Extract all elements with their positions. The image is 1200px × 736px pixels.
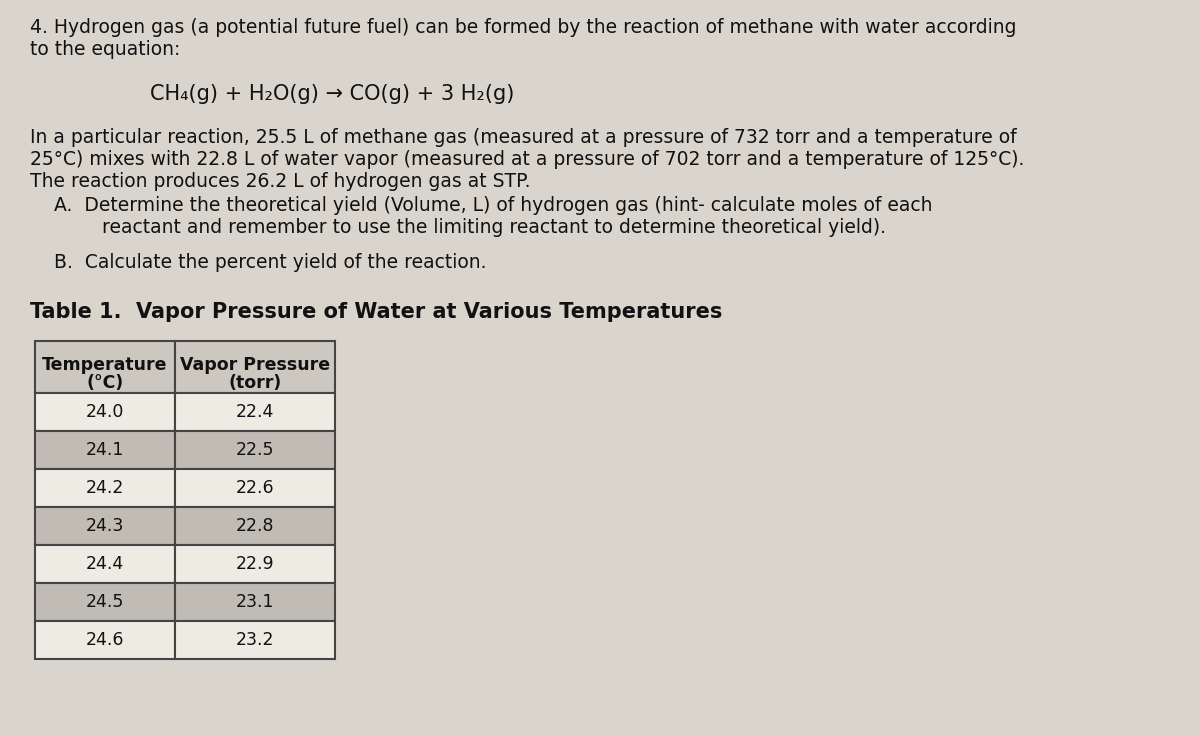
Text: A.  Determine the theoretical yield (Volume, L) of hydrogen gas (hint- calculate: A. Determine the theoretical yield (Volu… xyxy=(30,197,932,215)
Bar xyxy=(175,394,335,431)
Text: (torr): (torr) xyxy=(228,374,282,392)
Text: 24.0: 24.0 xyxy=(86,403,124,422)
Text: 24.4: 24.4 xyxy=(86,556,124,573)
Bar xyxy=(35,584,175,621)
Bar xyxy=(175,545,335,584)
Text: 22.6: 22.6 xyxy=(235,479,275,498)
Text: 22.5: 22.5 xyxy=(235,442,275,459)
Bar xyxy=(35,431,175,470)
Bar xyxy=(35,621,175,659)
Text: 23.1: 23.1 xyxy=(235,593,275,612)
Text: Table 1.  Vapor Pressure of Water at Various Temperatures: Table 1. Vapor Pressure of Water at Vari… xyxy=(30,302,722,322)
Text: 24.6: 24.6 xyxy=(85,631,125,649)
Bar xyxy=(35,470,175,507)
Text: to the equation:: to the equation: xyxy=(30,40,180,59)
Text: 22.9: 22.9 xyxy=(235,556,275,573)
Text: 22.8: 22.8 xyxy=(235,517,275,535)
Text: 24.3: 24.3 xyxy=(86,517,124,535)
Text: 24.5: 24.5 xyxy=(86,593,124,612)
Bar xyxy=(175,621,335,659)
Text: 25°C) mixes with 22.8 L of water vapor (measured at a pressure of 702 torr and a: 25°C) mixes with 22.8 L of water vapor (… xyxy=(30,150,1025,169)
Bar xyxy=(35,545,175,584)
Text: 23.2: 23.2 xyxy=(235,631,275,649)
Bar xyxy=(35,394,175,431)
Text: 24.2: 24.2 xyxy=(86,479,124,498)
Text: Vapor Pressure: Vapor Pressure xyxy=(180,356,330,374)
Bar xyxy=(175,431,335,470)
Text: 4. Hydrogen gas (a potential future fuel) can be formed by the reaction of metha: 4. Hydrogen gas (a potential future fuel… xyxy=(30,18,1016,37)
Text: 22.4: 22.4 xyxy=(236,403,274,422)
Text: 24.1: 24.1 xyxy=(86,442,124,459)
Text: B.  Calculate the percent yield of the reaction.: B. Calculate the percent yield of the re… xyxy=(30,253,486,272)
Text: In a particular reaction, 25.5 L of methane gas (measured at a pressure of 732 t: In a particular reaction, 25.5 L of meth… xyxy=(30,128,1016,147)
Bar xyxy=(175,470,335,507)
Bar xyxy=(35,342,175,394)
Text: CH₄(g) + H₂O(g) → CO(g) + 3 H₂(g): CH₄(g) + H₂O(g) → CO(g) + 3 H₂(g) xyxy=(150,84,515,104)
Text: The reaction produces 26.2 L of hydrogen gas at STP.: The reaction produces 26.2 L of hydrogen… xyxy=(30,172,530,191)
Bar xyxy=(175,342,335,394)
Text: (°C): (°C) xyxy=(86,374,124,392)
Bar xyxy=(175,507,335,545)
Bar xyxy=(175,584,335,621)
Text: Temperature: Temperature xyxy=(42,356,168,374)
Text: reactant and remember to use the limiting reactant to determine theoretical yiel: reactant and remember to use the limitin… xyxy=(30,218,886,237)
Bar xyxy=(35,507,175,545)
